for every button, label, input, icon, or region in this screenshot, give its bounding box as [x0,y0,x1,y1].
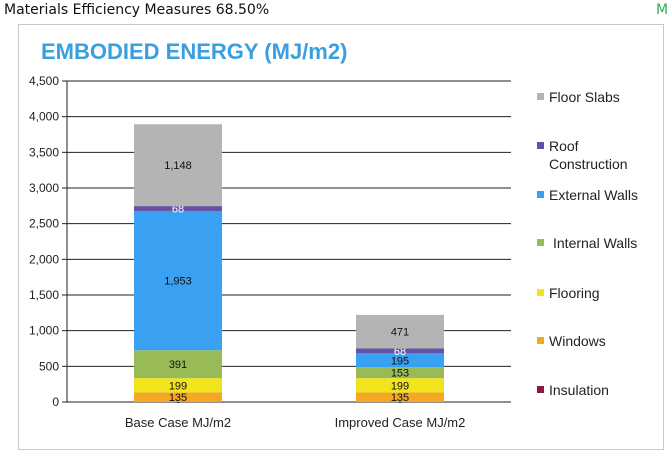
legend-label: Flooring [549,285,600,301]
y-axis-ticks: 0 500 1,000 1,500 2,000 2,500 3,000 3,500 4,000 4… [29,74,59,409]
y-tick-label: 2,500 [29,217,59,231]
legend-swatch [537,93,544,100]
bar-segment [134,392,222,402]
bar-segment [356,314,444,349]
bar-segment [134,124,222,207]
legend-label: Internal Walls [553,235,637,251]
bar-segment [356,378,444,393]
y-tick-label: 1,000 [29,324,59,338]
data-label: 199 [169,380,187,392]
y-tick-label: 2,000 [29,252,59,266]
data-label: 153 [391,368,409,380]
legend-swatch [537,191,544,198]
data-label: 199 [391,380,409,392]
bar-segment [134,206,222,211]
data-label: 68 [394,346,406,358]
bar-segment [356,392,444,402]
y-tick-label: 4,000 [29,110,59,124]
y-tick-label: 0 [52,395,59,409]
x-axis-labels: Base Case MJ/m2 Improved Case MJ/m2 [125,415,465,430]
bar-segment [134,210,222,351]
legend-swatch [537,337,544,344]
data-label: 1,953 [164,276,192,288]
legend-swatch [537,289,544,296]
x-category-label: Base Case MJ/m2 [125,415,231,430]
chart-title: EMBODIED ENERGY (MJ/m2) [41,39,347,64]
legend-swatch [537,239,544,246]
legend-label: Roof [549,138,579,154]
legend: Floor Slabs Roof Construction External Wall… [537,89,638,398]
data-label: 391 [169,359,187,371]
y-tick-label: 4,500 [29,74,59,88]
top-bar: Materials Efficiency Measures 68.50% M [0,0,672,22]
legend-swatch [537,142,544,149]
bar-segment [356,353,444,368]
y-tick-label: 500 [39,359,59,373]
legend-label: Insulation [549,382,609,398]
chart-frame: EMBODIED ENERGY (MJ/m2) 0 500 1,000 1,500 2,… [18,24,664,450]
legend-label: Floor Slabs [549,89,620,105]
bar-segment [356,367,444,379]
right-edge-text: M [656,2,669,18]
materials-efficiency-text: Materials Efficiency Measures 68.50% [4,2,270,18]
legend-label: External Walls [549,187,638,203]
data-label: 135 [391,392,409,404]
legend-label: Windows [549,333,606,349]
bar-segment [356,348,444,354]
y-tick-label: 3,500 [29,145,59,159]
data-label: 68 [172,204,184,216]
x-category-label: Improved Case MJ/m2 [335,415,466,430]
data-label: 1,148 [164,160,192,172]
legend-label: Construction [549,156,628,172]
bar-segment [134,378,222,393]
y-tick-label: 3,000 [29,181,59,195]
embodied-energy-chart: EMBODIED ENERGY (MJ/m2) 0 500 1,000 1,500 2,… [29,39,638,430]
y-tick-label: 1,500 [29,288,59,302]
bar-segment [134,350,222,379]
legend-swatch [537,386,544,393]
data-label: 135 [169,392,187,404]
data-label: 471 [391,327,409,339]
data-label: 195 [391,355,409,367]
